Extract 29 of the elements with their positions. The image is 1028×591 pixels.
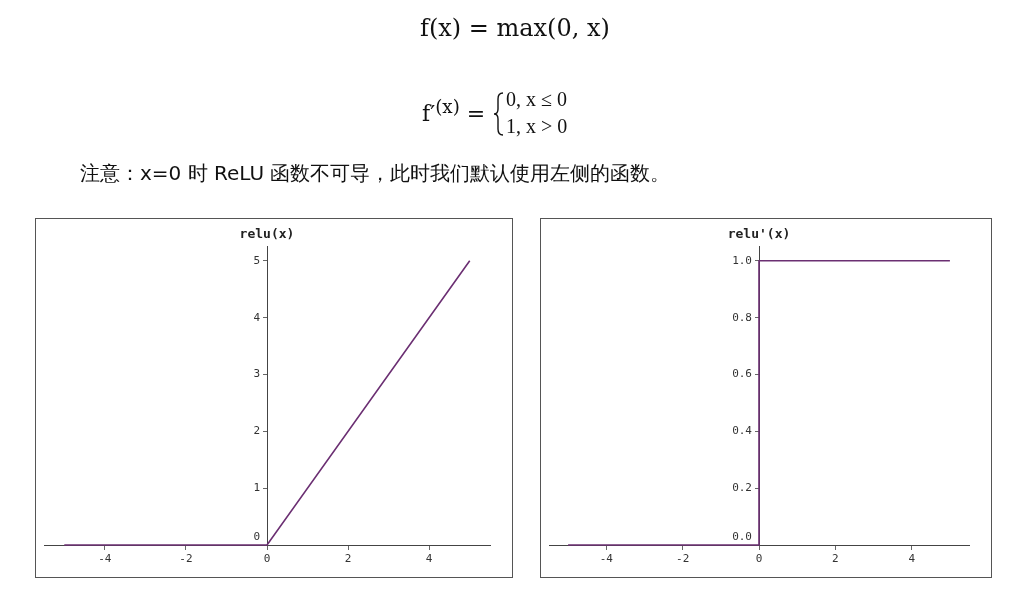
y-tick-label: 1.0	[732, 253, 752, 267]
y-tick-label: 5	[253, 253, 260, 267]
chart-title: relu'(x)	[727, 226, 791, 242]
text: 0, x ≤ 0	[506, 88, 567, 111]
x-tick-label: 0	[755, 552, 763, 566]
x-tick-label: -2	[179, 552, 193, 566]
x-tick-label: -4	[599, 552, 614, 566]
y-tick-label: 0.8	[732, 310, 752, 324]
y-tick-label: 0.6	[732, 367, 752, 381]
x-tick-label: 0	[263, 552, 271, 566]
x-tick-label: -4	[98, 552, 112, 566]
text: 1, x > 0	[506, 115, 568, 138]
chart-title: relu(x)	[239, 226, 295, 242]
text: f(x) = max(0, x)	[420, 14, 610, 42]
y-tick-label: 0.4	[732, 424, 753, 438]
x-tick-label: 4	[425, 552, 433, 566]
text: 注意：x=0 时 ReLU 函数不可导，此时我们默认使用左侧的函数。	[80, 160, 671, 187]
x-tick-label: -2	[676, 552, 690, 566]
y-tick-label: 0	[253, 530, 260, 544]
y-tick-label: 3	[253, 367, 260, 381]
x-tick-label: 2	[832, 552, 839, 566]
y-tick-label: 0.2	[732, 481, 752, 495]
x-tick-label: 2	[344, 552, 352, 566]
y-tick-label: 1	[253, 481, 260, 495]
x-tick-label: 4	[908, 552, 916, 566]
y-tick-label: 2	[253, 424, 260, 438]
text: f′$^{(x)}$ =	[422, 96, 486, 127]
y-tick-label: 0.0	[732, 530, 752, 544]
y-tick-label: 4	[253, 310, 261, 324]
